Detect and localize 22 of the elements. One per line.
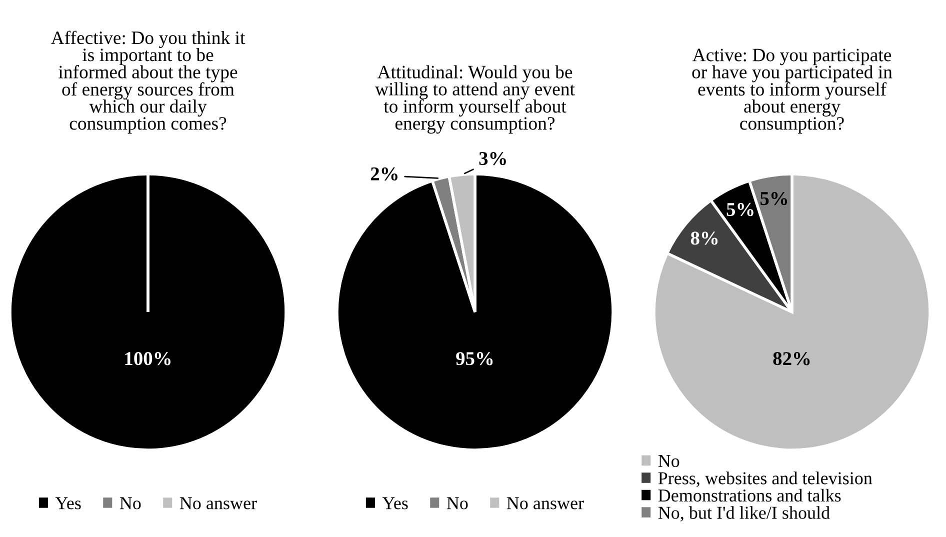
chart-title: Active: Do you participate or have you participated in events to inform yourself about energy consumption?	[692, 48, 892, 134]
data-label: 100%	[125, 352, 170, 366]
data-label: 82%	[773, 352, 810, 366]
legend-label: No answer	[180, 497, 257, 510]
legend-label: No	[658, 455, 680, 468]
legend-label: Press, websites and television	[658, 472, 872, 487]
legend-label: Yes	[55, 497, 81, 510]
legend-label: No, but I'd like/I should	[658, 506, 830, 522]
legend-label: Demonstrations and talks	[658, 488, 841, 502]
legend-label: Yes	[382, 497, 408, 510]
data-label: 3%	[479, 152, 506, 166]
data-label: 5%	[726, 202, 754, 216]
legend-label: No answer	[506, 497, 584, 510]
data-label: 95%	[456, 352, 493, 366]
pie-slice	[652, 172, 932, 452]
legend-label: No	[120, 497, 141, 510]
data-label: 5%	[760, 192, 788, 206]
chart-title: Attitudinal: Would you be willing to attend any event to inform yourself about energy consumption?	[375, 65, 575, 134]
data-label: 8%	[690, 232, 718, 245]
legend-label: No	[446, 497, 468, 510]
data-label: 2%	[370, 167, 398, 181]
chart-title: Affective: Do you think it is important to be informed about the type of energy sources from which our daily consumption comes?	[50, 30, 246, 134]
